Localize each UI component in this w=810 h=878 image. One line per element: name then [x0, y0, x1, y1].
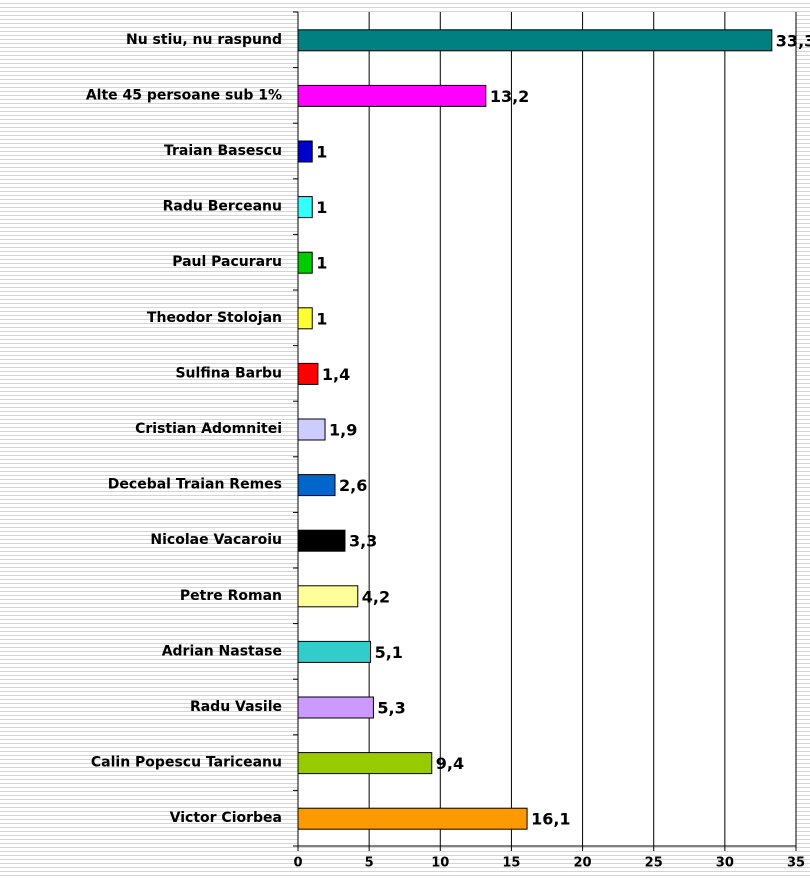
y-tick-label: Sulfina Barbu: [175, 365, 282, 381]
value-label: 1: [316, 254, 327, 273]
y-tick-label: Alte 45 persoane sub 1%: [86, 87, 282, 103]
bar: [297, 529, 346, 552]
bar: [297, 474, 336, 497]
y-tick-label: Calin Popescu Tariceanu: [91, 755, 282, 771]
y-tick-label: Nu stiu, nu raspund: [126, 32, 282, 48]
bar: [297, 140, 313, 163]
bar: [297, 807, 528, 830]
x-tick-label: 35: [787, 856, 805, 871]
bar: [297, 84, 487, 107]
bar: [297, 696, 374, 719]
value-label: 1: [316, 143, 327, 162]
x-tick-label: 10: [431, 856, 449, 871]
value-label: 1,4: [322, 365, 350, 384]
y-tick-label: Adrian Nastase: [162, 643, 282, 659]
value-label: 2,6: [339, 476, 367, 495]
y-tick-label: Nicolae Vacaroiu: [150, 532, 282, 548]
y-tick-label: Paul Pacuraru: [172, 254, 282, 270]
bar: [297, 640, 372, 663]
value-label: 3,3: [349, 532, 377, 551]
x-tick-label: 5: [365, 856, 374, 871]
value-label: 1: [316, 198, 327, 217]
y-tick-label: Decebal Traian Remes: [108, 477, 282, 493]
bar: [297, 29, 773, 52]
value-label: 33,3: [776, 31, 810, 50]
value-label: 5,1: [375, 643, 403, 662]
bar: [297, 752, 433, 775]
bar: [297, 362, 319, 385]
y-tick-label: Radu Vasile: [190, 699, 282, 715]
x-tick-label: 30: [716, 856, 734, 871]
bar: [297, 585, 359, 608]
bar: [297, 196, 313, 219]
value-label: 4,2: [362, 587, 390, 606]
y-tick-label: Cristian Adomnitei: [135, 421, 282, 437]
y-tick-label: Petre Roman: [180, 588, 282, 604]
y-tick-label: Victor Ciorbea: [170, 810, 282, 826]
value-label: 5,3: [377, 699, 405, 718]
y-tick-label: Radu Berceanu: [163, 199, 282, 215]
value-label: 1,9: [329, 421, 357, 440]
value-label: 1: [316, 309, 327, 328]
x-tick-label: 0: [293, 856, 302, 871]
y-tick-label: Traian Basescu: [164, 143, 282, 159]
value-label: 9,4: [436, 754, 464, 773]
x-tick-label: 25: [645, 856, 663, 871]
x-tick-label: 20: [574, 856, 592, 871]
bar: [297, 251, 313, 274]
bar: [297, 307, 313, 330]
y-tick-label: Theodor Stolojan: [147, 310, 282, 326]
value-label: 13,2: [490, 87, 529, 106]
plot-area: [298, 12, 796, 846]
bar: [297, 418, 326, 441]
x-tick-label: 15: [502, 856, 520, 871]
value-label: 16,1: [531, 810, 570, 829]
